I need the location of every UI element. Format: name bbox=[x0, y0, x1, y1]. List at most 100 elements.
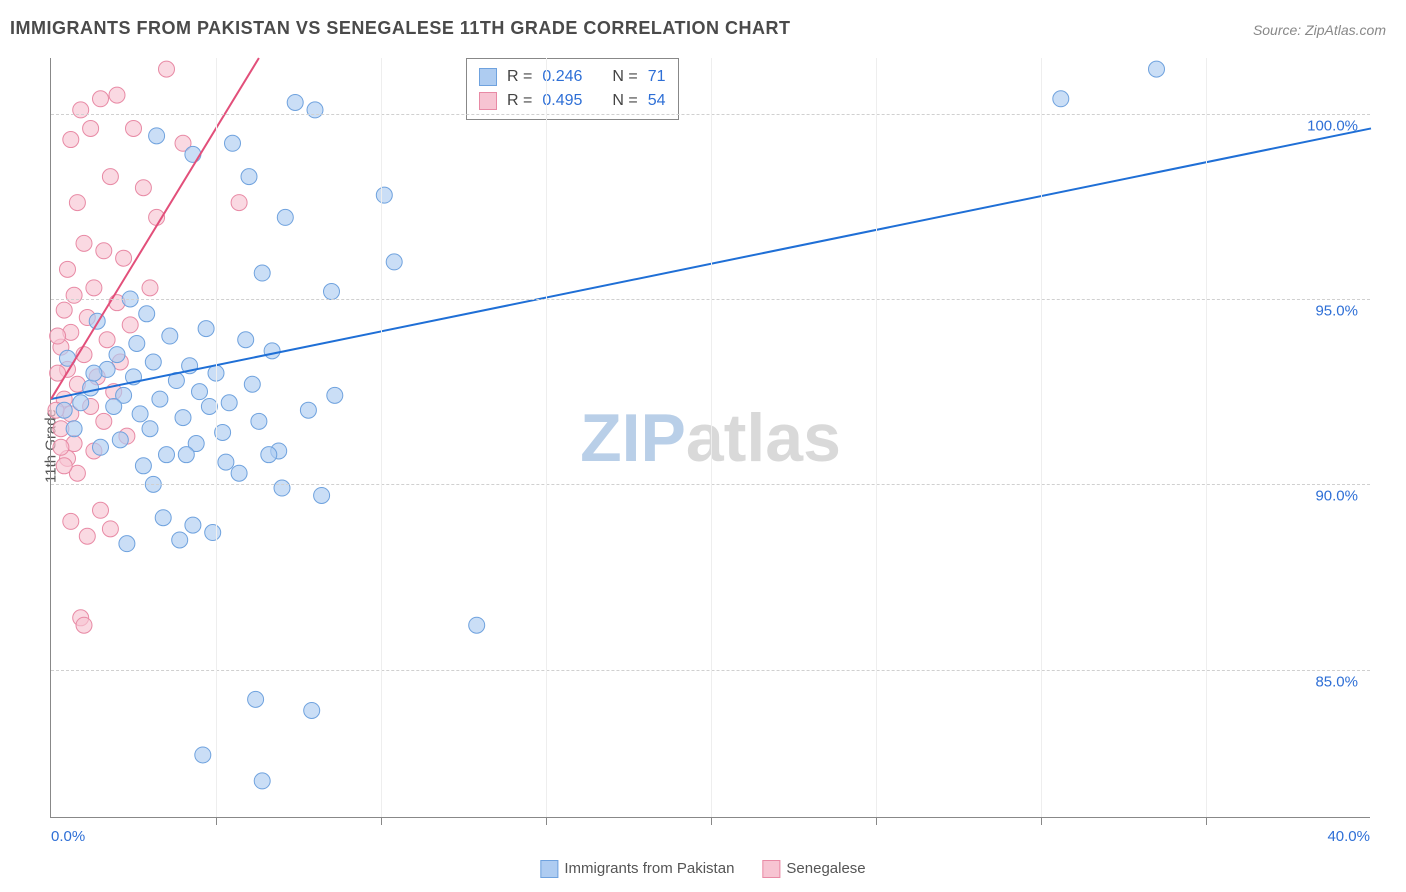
data-point bbox=[254, 773, 270, 789]
x-tick bbox=[546, 817, 547, 825]
x-tick bbox=[216, 817, 217, 825]
gridline-v bbox=[216, 58, 217, 817]
x-tick bbox=[1041, 817, 1042, 825]
data-point bbox=[185, 517, 201, 533]
data-point bbox=[300, 402, 316, 418]
data-point bbox=[1149, 61, 1165, 77]
data-point bbox=[152, 391, 168, 407]
legend-row-1: R = 0.495 N = 54 bbox=[479, 89, 666, 113]
legend-n-value-1: 54 bbox=[648, 89, 666, 113]
data-point bbox=[50, 328, 66, 344]
data-point bbox=[73, 395, 89, 411]
gridline-v bbox=[1041, 58, 1042, 817]
data-point bbox=[185, 146, 201, 162]
data-point bbox=[96, 413, 112, 429]
data-point bbox=[83, 380, 99, 396]
data-point bbox=[79, 528, 95, 544]
data-point bbox=[307, 102, 323, 118]
data-point bbox=[135, 458, 151, 474]
data-point bbox=[225, 135, 241, 151]
data-point bbox=[126, 120, 142, 136]
data-point bbox=[192, 384, 208, 400]
data-point bbox=[142, 421, 158, 437]
data-point bbox=[241, 169, 257, 185]
data-point bbox=[221, 395, 237, 411]
data-point bbox=[93, 91, 109, 107]
data-point bbox=[175, 410, 191, 426]
data-point bbox=[172, 532, 188, 548]
data-point bbox=[56, 402, 72, 418]
data-point bbox=[469, 617, 485, 633]
data-point bbox=[76, 617, 92, 633]
data-point bbox=[132, 406, 148, 422]
gridline-v bbox=[711, 58, 712, 817]
data-point bbox=[99, 332, 115, 348]
data-point bbox=[251, 413, 267, 429]
data-point bbox=[145, 354, 161, 370]
correlation-legend: R = 0.246 N = 71 R = 0.495 N = 54 bbox=[466, 58, 679, 120]
data-point bbox=[60, 261, 76, 277]
data-point bbox=[109, 347, 125, 363]
data-point bbox=[96, 243, 112, 259]
data-point bbox=[116, 250, 132, 266]
data-point bbox=[244, 376, 260, 392]
data-point bbox=[66, 421, 82, 437]
data-point bbox=[386, 254, 402, 270]
legend-r-value-1: 0.495 bbox=[542, 89, 582, 113]
data-point bbox=[215, 424, 231, 440]
data-point bbox=[139, 306, 155, 322]
data-point bbox=[238, 332, 254, 348]
plot-area: ZIPatlas R = 0.246 N = 71 R = 0.495 N = … bbox=[50, 58, 1370, 818]
data-point bbox=[304, 702, 320, 718]
data-point bbox=[112, 432, 128, 448]
data-point bbox=[142, 280, 158, 296]
data-point bbox=[93, 502, 109, 518]
legend-n-label: N = bbox=[612, 89, 637, 113]
data-point bbox=[56, 302, 72, 318]
legend-n-label: N = bbox=[612, 65, 637, 89]
x-tick-label: 40.0% bbox=[1327, 828, 1370, 845]
data-point bbox=[264, 343, 280, 359]
x-tick bbox=[1206, 817, 1207, 825]
data-point bbox=[178, 447, 194, 463]
gridline-v bbox=[546, 58, 547, 817]
data-point bbox=[102, 169, 118, 185]
data-point bbox=[198, 321, 214, 337]
x-legend-item-1: Senegalese bbox=[762, 860, 865, 878]
data-point bbox=[327, 387, 343, 403]
data-point bbox=[274, 480, 290, 496]
data-point bbox=[159, 447, 175, 463]
gridline-v bbox=[876, 58, 877, 817]
legend-r-label: R = bbox=[507, 65, 532, 89]
data-point bbox=[102, 521, 118, 537]
data-point bbox=[231, 465, 247, 481]
x-legend-item-0: Immigrants from Pakistan bbox=[540, 860, 734, 878]
data-point bbox=[162, 328, 178, 344]
y-tick-label: 90.0% bbox=[1315, 488, 1358, 505]
x-legend-label-1: Senegalese bbox=[786, 860, 865, 877]
data-point bbox=[122, 317, 138, 333]
x-tick bbox=[381, 817, 382, 825]
data-point bbox=[56, 458, 72, 474]
data-point bbox=[218, 454, 234, 470]
data-point bbox=[195, 747, 211, 763]
data-point bbox=[376, 187, 392, 203]
data-point bbox=[63, 132, 79, 148]
legend-row-0: R = 0.246 N = 71 bbox=[479, 65, 666, 89]
data-point bbox=[277, 209, 293, 225]
data-point bbox=[106, 398, 122, 414]
x-tick bbox=[876, 817, 877, 825]
chart-title: IMMIGRANTS FROM PAKISTAN VS SENEGALESE 1… bbox=[10, 18, 791, 39]
data-point bbox=[119, 536, 135, 552]
data-point bbox=[261, 447, 277, 463]
gridline-v bbox=[381, 58, 382, 817]
data-point bbox=[314, 487, 330, 503]
y-tick-label: 100.0% bbox=[1307, 117, 1358, 134]
legend-swatch-0 bbox=[479, 68, 497, 86]
x-legend-swatch-1 bbox=[762, 860, 780, 878]
legend-n-value-0: 71 bbox=[648, 65, 666, 89]
data-point bbox=[248, 691, 264, 707]
x-legend-label-0: Immigrants from Pakistan bbox=[564, 860, 734, 877]
x-tick-label: 0.0% bbox=[51, 828, 85, 845]
data-point bbox=[201, 398, 217, 414]
